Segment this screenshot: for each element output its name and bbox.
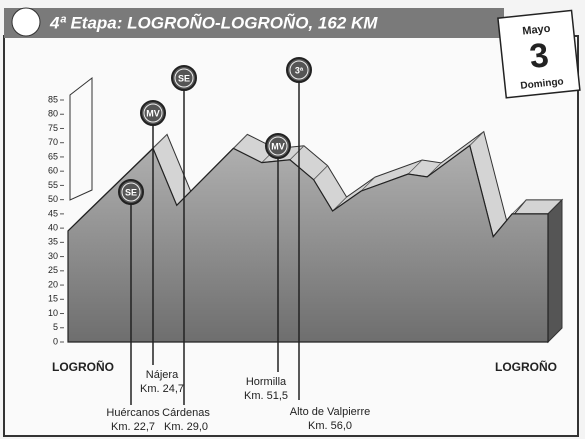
y-tick-label: 25 xyxy=(48,265,58,275)
y-tick-label: 35 xyxy=(48,237,58,247)
y-tick-label: 65 xyxy=(48,151,58,161)
y-tick-label: 60 xyxy=(48,166,58,176)
y-tick-label: 0 xyxy=(53,336,58,346)
y-tick-label: 30 xyxy=(48,251,58,261)
chart: 4ª Etapa: LOGROÑO-LOGROÑO, 162 KM Mayo 3… xyxy=(0,0,585,439)
annotation-badge-label: SE xyxy=(125,187,137,197)
y-tick-label: 10 xyxy=(48,308,58,318)
header-icon xyxy=(12,8,40,36)
end-label: LOGROÑO xyxy=(495,359,557,374)
profile-area xyxy=(68,146,548,342)
annotation-km: Km. 22,7 xyxy=(111,421,155,433)
y-tick-label: 40 xyxy=(48,222,58,232)
annotation-place: Hormilla xyxy=(246,376,287,388)
annotation-badge-label: SE xyxy=(178,73,190,83)
y-tick-label: 55 xyxy=(48,180,58,190)
annotation-km: Km. 24,7 xyxy=(140,383,184,395)
annotation-km: Km. 29,0 xyxy=(164,421,208,433)
start-label: LOGROÑO xyxy=(52,359,114,374)
y-tick-label: 50 xyxy=(48,194,58,204)
annotation-badge-label: MV xyxy=(146,108,160,118)
y-tick-label: 85 xyxy=(48,94,58,104)
chart-title: 4ª Etapa: LOGROÑO-LOGROÑO, 162 KM xyxy=(49,12,378,32)
calendar-day: 3 xyxy=(528,36,551,76)
annotation-place: Huércanos xyxy=(106,407,160,419)
y-tick-label: 45 xyxy=(48,208,58,218)
y-tick-label: 75 xyxy=(48,123,58,133)
annotation-km: Km. 56,0 xyxy=(308,420,352,432)
profile-side xyxy=(548,200,562,342)
y-tick-label: 15 xyxy=(48,294,58,304)
y-tick-label: 70 xyxy=(48,137,58,147)
annotation-km: Km. 51,5 xyxy=(244,390,288,402)
annotation-badge-label: 3ª xyxy=(295,65,304,75)
calendar: Mayo 3 Domingo xyxy=(498,10,580,97)
annotation-place: Nájera xyxy=(146,369,179,381)
y-tick-label: 20 xyxy=(48,279,58,289)
y-tick-label: 5 xyxy=(53,322,58,332)
annotation-place: Alto de Valpierre xyxy=(290,406,371,418)
y-tick-label: 80 xyxy=(48,109,58,119)
annotation-badge-label: MV xyxy=(271,141,285,151)
annotation-place: Cárdenas xyxy=(162,407,210,419)
